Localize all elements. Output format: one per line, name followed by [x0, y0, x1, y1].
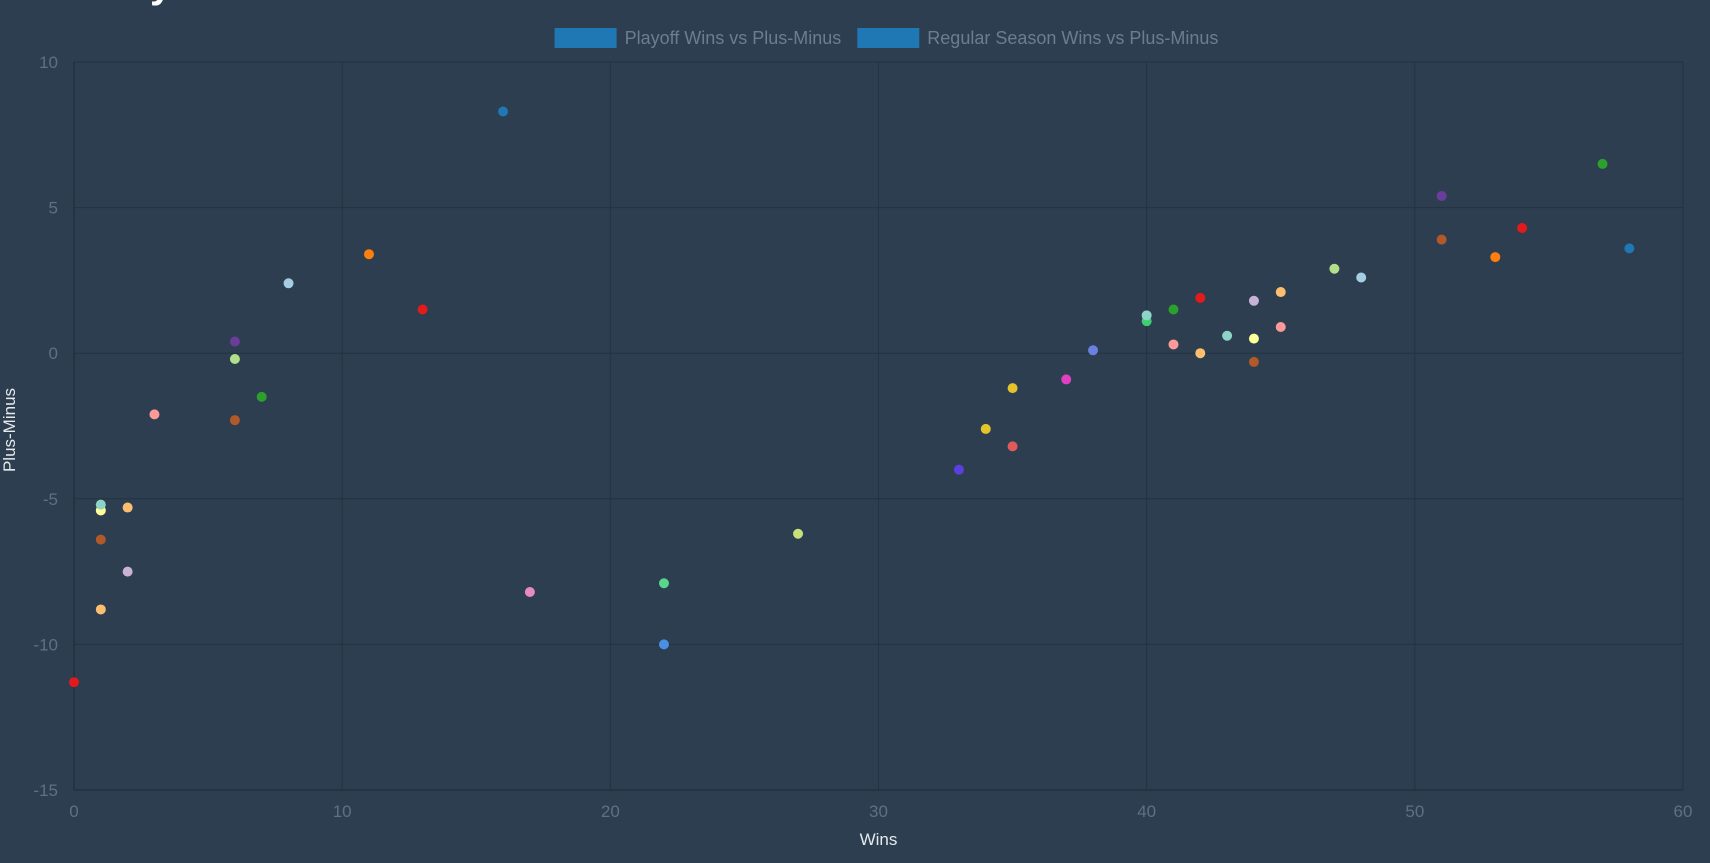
playoff-point[interactable] [658, 639, 669, 650]
regular-season-point[interactable] [1061, 374, 1072, 385]
x-tick-label: 0 [69, 802, 78, 821]
regular-season-point[interactable] [980, 423, 991, 434]
regular-season-point[interactable] [1624, 243, 1635, 254]
playoff-point[interactable] [95, 534, 106, 545]
regular-season-point[interactable] [1222, 330, 1233, 341]
playoff-point[interactable] [524, 586, 535, 597]
legend-item[interactable]: Regular Season Wins vs Plus-Minus [857, 28, 1218, 48]
regular-season-point[interactable] [1195, 292, 1206, 303]
regular-season-point[interactable] [1248, 356, 1259, 367]
y-tick-label: -15 [33, 781, 58, 800]
regular-season-point[interactable] [1275, 287, 1286, 298]
regular-season-point[interactable] [1356, 272, 1367, 283]
playoff-point[interactable] [229, 336, 240, 347]
regular-season-point[interactable] [953, 464, 964, 475]
regular-season-point[interactable] [1168, 339, 1179, 350]
x-axis-ticks: 0 10 20 30 40 50 60 [69, 802, 1692, 821]
regular-season-point[interactable] [1436, 234, 1447, 245]
y-tick-label: 5 [49, 199, 58, 218]
regular-season-point[interactable] [1436, 190, 1447, 201]
x-tick-label: 50 [1405, 802, 1424, 821]
playoff-point[interactable] [498, 106, 509, 117]
regular-season-point[interactable] [1275, 321, 1286, 332]
playoff-point[interactable] [793, 528, 804, 539]
x-tick-label: 30 [869, 802, 888, 821]
regular-season-point[interactable] [1597, 158, 1608, 169]
playoff-point[interactable] [149, 409, 160, 420]
regular-season-point[interactable] [1490, 252, 1501, 263]
playoff-point[interactable] [122, 502, 133, 513]
legend-swatch [554, 28, 617, 48]
x-axis-title: Wins [860, 830, 898, 849]
legend-swatch [857, 28, 920, 48]
regular-season-point[interactable] [1141, 310, 1152, 321]
playoff-point[interactable] [122, 566, 133, 577]
regular-season-point[interactable] [1517, 222, 1528, 233]
chart-title-fragment: y [150, 0, 172, 7]
y-axis-ticks: -15 -10 -5 0 5 10 [33, 53, 58, 800]
regular-season-point[interactable] [1168, 304, 1179, 315]
regular-season-point[interactable] [1248, 333, 1259, 344]
y-axis-title: Plus-Minus [0, 388, 19, 472]
legend-item[interactable]: Playoff Wins vs Plus-Minus [554, 28, 842, 48]
playoff-point[interactable] [229, 415, 240, 426]
playoff-point[interactable] [363, 249, 374, 260]
y-tick-label: 10 [39, 53, 58, 72]
playoff-point[interactable] [417, 304, 428, 315]
legend[interactable]: Playoff Wins vs Plus-Minus Regular Season… [554, 28, 1219, 48]
data-points [69, 106, 1635, 688]
x-tick-label: 10 [333, 802, 352, 821]
gridlines [73, 61, 1684, 791]
y-tick-label: -5 [43, 490, 58, 509]
x-tick-label: 60 [1674, 802, 1693, 821]
x-tick-label: 40 [1137, 802, 1156, 821]
playoff-point[interactable] [283, 278, 294, 289]
x-tick-label: 20 [601, 802, 620, 821]
legend-label: Playoff Wins vs Plus-Minus [625, 28, 842, 48]
legend-label: Regular Season Wins vs Plus-Minus [927, 28, 1218, 48]
playoff-point[interactable] [95, 604, 106, 615]
regular-season-point[interactable] [1195, 348, 1206, 359]
regular-season-point[interactable] [1007, 383, 1018, 394]
regular-season-point[interactable] [1088, 345, 1099, 356]
regular-season-point[interactable] [1007, 441, 1018, 452]
playoff-point[interactable] [229, 354, 240, 365]
y-tick-label: 0 [49, 344, 58, 363]
playoff-point[interactable] [658, 578, 669, 589]
playoff-point[interactable] [256, 391, 267, 402]
regular-season-point[interactable] [1248, 295, 1259, 306]
playoff-point[interactable] [69, 677, 79, 688]
y-tick-label: -10 [33, 635, 58, 654]
playoff-point[interactable] [95, 499, 106, 510]
regular-season-point[interactable] [1329, 263, 1340, 274]
